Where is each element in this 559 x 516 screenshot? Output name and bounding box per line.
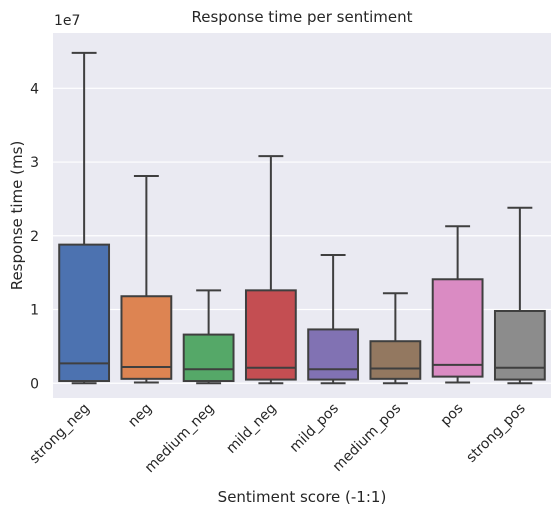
x-tick-label: strong_pos [463, 401, 528, 466]
box-strong_neg [58, 51, 111, 385]
iqr-box [120, 295, 173, 380]
iqr-box [182, 333, 235, 383]
iqr-box [58, 243, 111, 383]
y-axis-label: Response time (ms) [8, 141, 26, 291]
box-neg [120, 175, 173, 384]
iqr-box [244, 289, 297, 381]
y-tick-label: 3 [30, 155, 39, 171]
x-tick-label: strong_neg [27, 401, 93, 467]
y-tick-label: 4 [30, 81, 39, 97]
box-medium_pos [369, 292, 422, 385]
y-tick-label: 0 [30, 376, 39, 392]
y-tick-labels: 0 1 2 3 4 [30, 81, 39, 392]
x-axis-label: Sentiment score (-1:1) [218, 488, 387, 506]
y-tick-label: 1 [30, 303, 39, 319]
x-tick-label: mild_pos [287, 401, 342, 456]
box-mild_pos [307, 253, 360, 385]
iqr-box [493, 309, 546, 381]
box-pos [431, 225, 484, 384]
chart-title: Response time per sentiment [192, 8, 413, 26]
box-series [58, 51, 546, 385]
iqr-box [369, 340, 422, 380]
box-mild_neg [244, 155, 297, 385]
x-tick-label: mild_neg [223, 401, 279, 457]
iqr-box [431, 278, 484, 378]
x-tick-label: neg [125, 401, 155, 431]
y-tick-label: 2 [30, 229, 39, 245]
iqr-box [307, 328, 360, 381]
box-strong_pos [493, 206, 546, 385]
box-medium_neg [182, 289, 235, 385]
x-tick-label: pos [438, 401, 467, 430]
y-axis-scale-label: 1e7 [54, 13, 80, 29]
